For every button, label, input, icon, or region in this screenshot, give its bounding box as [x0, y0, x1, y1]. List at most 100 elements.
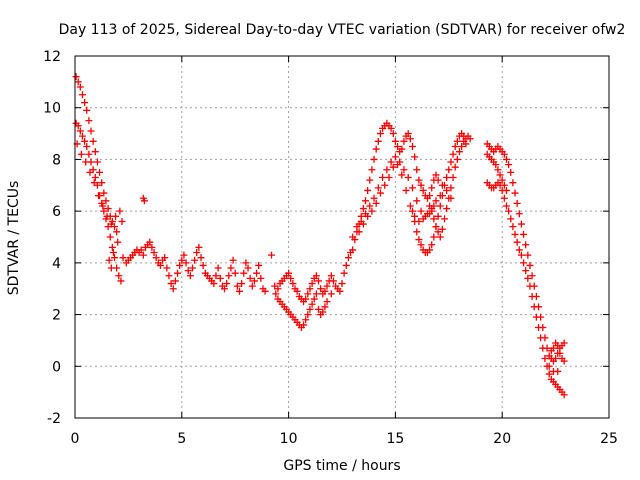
data-point	[524, 274, 532, 282]
data-point	[338, 280, 346, 288]
data-point	[528, 272, 536, 280]
data-point	[505, 161, 513, 169]
data-point	[545, 362, 553, 370]
data-point	[235, 287, 243, 295]
data-point	[451, 143, 459, 150]
data-point	[443, 205, 451, 213]
data-point	[505, 207, 513, 215]
y-tick-label: 8	[52, 152, 61, 168]
data-point	[379, 174, 387, 182]
data-point	[428, 184, 436, 192]
data-point	[227, 264, 235, 272]
data-point	[398, 145, 406, 153]
data-point	[391, 137, 399, 145]
data-point	[255, 261, 263, 269]
data-point	[109, 249, 117, 257]
data-point	[549, 344, 557, 352]
data-point	[188, 264, 196, 272]
chart-title: Day 113 of 2025, Sidereal Day-to-day VTE…	[59, 22, 626, 38]
data-point	[391, 153, 399, 161]
data-point	[139, 251, 147, 259]
data-point	[387, 124, 395, 132]
data-point	[114, 238, 122, 246]
data-point	[85, 150, 93, 158]
data-point	[532, 313, 540, 321]
data-point	[342, 261, 350, 269]
data-point	[443, 186, 451, 194]
data-point	[250, 277, 258, 285]
data-point	[413, 228, 421, 236]
data-point	[210, 280, 218, 288]
y-axis-label: SDTVAR / TECUs	[6, 181, 22, 296]
data-point	[182, 259, 190, 267]
data-point	[411, 217, 419, 225]
data-point	[455, 148, 463, 156]
data-point	[74, 122, 82, 130]
data-point	[447, 184, 455, 192]
data-point	[74, 78, 82, 86]
data-point	[327, 272, 335, 280]
x-tick-label: 25	[600, 431, 618, 447]
data-point	[197, 254, 205, 262]
x-tick-label: 0	[71, 431, 80, 447]
data-point	[171, 277, 179, 285]
data-point	[317, 285, 325, 293]
data-point	[359, 205, 367, 213]
data-point	[520, 230, 528, 238]
data-point	[261, 287, 269, 295]
data-point	[515, 246, 523, 254]
data-point	[116, 207, 124, 215]
data-point	[312, 272, 320, 280]
data-point	[408, 184, 416, 192]
data-point	[119, 254, 127, 262]
data-point	[111, 254, 119, 262]
data-point	[522, 267, 530, 275]
data-point	[98, 179, 106, 187]
data-point	[526, 261, 534, 269]
data-point	[517, 220, 525, 228]
x-tick-label: 10	[280, 431, 298, 447]
data-point	[323, 298, 331, 306]
data-point	[406, 135, 414, 143]
data-point	[100, 189, 108, 197]
data-point	[502, 155, 510, 163]
data-point	[287, 274, 295, 282]
data-point	[492, 161, 500, 169]
data-point	[404, 174, 412, 182]
data-point	[87, 127, 95, 135]
data-point	[225, 272, 233, 280]
data-point	[366, 202, 374, 210]
data-point	[359, 220, 367, 228]
data-point	[349, 246, 357, 254]
data-point	[186, 272, 194, 280]
data-point	[306, 305, 314, 313]
data-point	[423, 210, 431, 218]
data-point	[315, 277, 323, 285]
data-point	[100, 207, 108, 215]
data-point	[381, 181, 389, 189]
data-point	[137, 246, 145, 254]
y-tick-label: 10	[43, 101, 61, 117]
data-point	[449, 174, 457, 182]
data-point	[306, 285, 314, 293]
data-point	[438, 225, 446, 233]
data-point	[426, 202, 434, 210]
data-point	[496, 171, 504, 179]
data-point	[364, 212, 372, 220]
data-point	[509, 179, 517, 187]
data-point	[428, 241, 436, 249]
data-point	[102, 197, 110, 205]
data-point	[376, 130, 384, 138]
data-point	[370, 155, 378, 163]
data-point	[96, 168, 104, 176]
data-point	[511, 189, 519, 197]
data-point	[191, 256, 199, 264]
data-point	[535, 324, 543, 331]
data-point	[432, 223, 440, 231]
data-point	[81, 137, 89, 145]
data-point	[419, 215, 427, 223]
data-point	[453, 155, 461, 163]
data-point	[246, 274, 254, 282]
data-point	[417, 181, 425, 189]
